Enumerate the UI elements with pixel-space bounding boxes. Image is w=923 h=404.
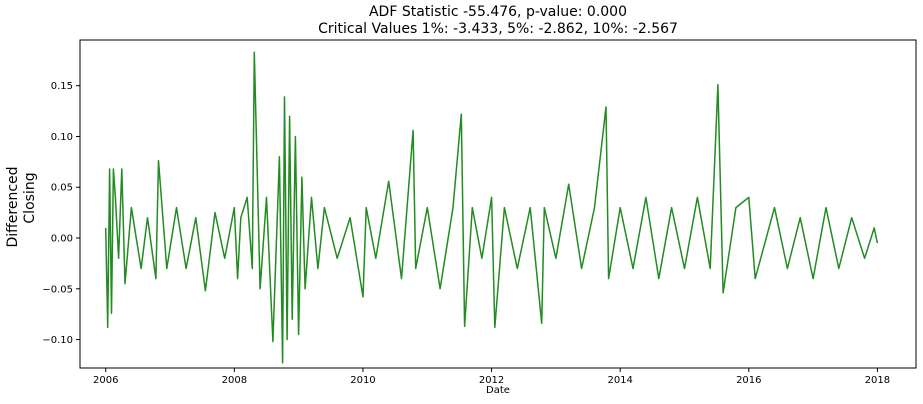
series-layer [104,51,879,364]
y-tick-label: 0.05 [51,183,73,194]
axes-frame [79,39,917,369]
x-tick-label: 2012 [479,375,504,386]
chart-subtitle: Critical Values 1%: -3.433, 5%: -2.862, … [318,21,678,37]
x-tick-label: 2018 [865,375,890,386]
x-tick-label: 2014 [607,375,632,386]
y-tick-label: 0.00 [51,234,73,245]
x-tick-layer: 2006 2008 2010 2012 2014 2016 2018 [93,368,890,386]
x-tick-label: 2008 [222,375,247,386]
x-tick-label: 2016 [736,375,761,386]
series-line-0 [104,51,879,364]
x-tick-label: 2010 [350,375,375,386]
y-tick-label: 0.10 [51,132,73,143]
y-tick-label: 0.15 [51,81,73,92]
x-axis-label: Date [486,385,510,396]
y-tick-label: −0.05 [42,284,73,295]
y-tick-label: −0.10 [42,335,73,346]
y-tick-layer: −0.10 −0.05 0.00 0.05 0.10 0.15 [42,81,80,346]
chart-title: ADF Statistic -55.476, p-value: 0.000 [368,4,627,20]
x-tick-label: 2006 [93,375,118,386]
